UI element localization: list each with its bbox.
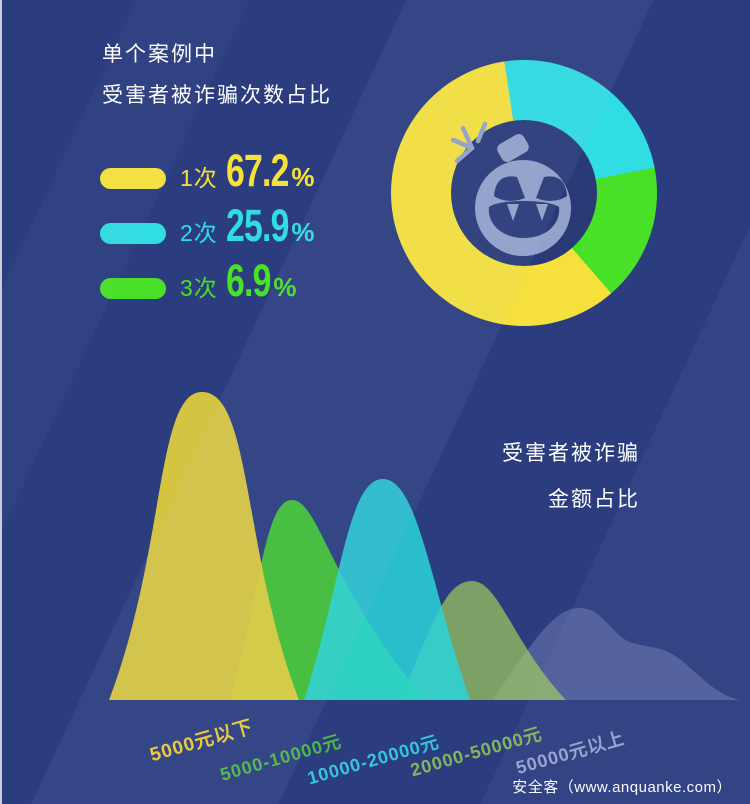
bomb-right-eye <box>536 176 567 201</box>
legend-label-once: 1次 <box>180 164 218 191</box>
legend-unit-thrice: % <box>273 271 297 302</box>
legend-swatch-thrice <box>100 278 166 299</box>
hill-50000-plus <box>492 608 740 700</box>
legend-item-once: 1次 67.2 % <box>100 144 315 196</box>
bomb-skull-icon <box>450 121 571 256</box>
legend-unit-once: % <box>291 161 315 192</box>
legend-value-once: 67.2 <box>225 144 289 196</box>
legend-item-thrice: 3次 6.9 % <box>100 254 297 306</box>
bomb-right-fang <box>536 204 548 221</box>
legend-item-twice: 2次 25.9 % <box>100 199 315 251</box>
legend-value-twice: 25.9 <box>225 199 289 251</box>
donut-chart-title: 单个案例中 受害者被诈骗次数占比 <box>102 44 332 107</box>
legend-label-thrice: 3次 <box>180 274 218 301</box>
legend-unit-twice: % <box>291 216 315 247</box>
donut-title-line1: 单个案例中 <box>102 43 217 66</box>
hill-5000-below <box>109 392 299 700</box>
hill-10000-20000 <box>304 479 470 700</box>
bomb-spark <box>450 121 488 164</box>
bomb-cap <box>497 134 529 162</box>
legend-value-thrice: 6.9 <box>225 254 271 306</box>
watermark: 安全客（www.anquanke.com） <box>512 779 732 796</box>
area-chart-title: 受害者被诈骗 金额占比 <box>502 442 640 511</box>
donut-title-line2: 受害者被诈骗次数占比 <box>102 84 332 107</box>
bomb-left-fang <box>507 204 519 221</box>
area-title-line2: 金额占比 <box>548 488 640 511</box>
legend-label-twice: 2次 <box>180 219 218 246</box>
area-title-line1: 受害者被诈骗 <box>502 442 640 465</box>
legend-swatch-once <box>100 168 166 189</box>
bomb-left-eye <box>494 176 525 201</box>
legend-swatch-twice <box>100 223 166 244</box>
